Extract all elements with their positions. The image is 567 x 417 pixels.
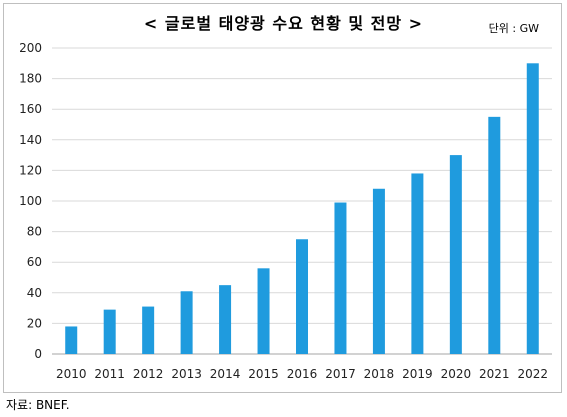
x-tick-label: 2013 — [171, 367, 202, 381]
bar — [103, 309, 116, 354]
bar — [334, 202, 347, 354]
bar — [219, 285, 232, 354]
x-tick-label: 2017 — [325, 367, 356, 381]
bar — [296, 239, 308, 354]
bar — [180, 291, 193, 354]
y-tick-label: 20 — [27, 316, 42, 330]
y-tick-label: 180 — [19, 72, 42, 86]
bar — [411, 173, 424, 354]
y-tick-label: 0 — [34, 347, 42, 361]
bar — [257, 268, 270, 354]
y-tick-label: 140 — [19, 133, 42, 147]
x-tick-label: 2021 — [479, 367, 510, 381]
chart-title: < 글로벌 태양광 수요 현황 및 전망 > — [143, 14, 424, 33]
x-tick-label: 2020 — [441, 367, 472, 381]
chart-border — [3, 3, 562, 393]
x-tick-label: 2016 — [287, 367, 318, 381]
x-tick-label: 2015 — [248, 367, 279, 381]
source-note: 자료: BNEF. — [6, 398, 70, 412]
unit-label: 단위 : GW — [488, 22, 539, 35]
y-tick-label: 100 — [19, 194, 42, 208]
x-tick-label: 2018 — [364, 367, 395, 381]
bar — [142, 306, 155, 354]
x-tick-label: 2019 — [402, 367, 433, 381]
bar — [526, 63, 539, 355]
y-tick-label: 80 — [27, 225, 42, 239]
x-tick-label: 2022 — [517, 367, 548, 381]
bar — [449, 155, 462, 354]
bar — [488, 116, 501, 354]
bar — [65, 326, 78, 354]
x-tick-label: 2012 — [133, 367, 164, 381]
bar — [372, 188, 385, 354]
x-tick-label: 2014 — [210, 367, 241, 381]
y-tick-label: 120 — [19, 163, 42, 177]
y-tick-label: 40 — [27, 286, 42, 300]
y-tick-label: 160 — [19, 102, 42, 116]
x-tick-label: 2010 — [56, 367, 87, 381]
y-tick-label: 200 — [19, 41, 42, 55]
y-tick-label: 60 — [27, 255, 42, 269]
x-tick-label: 2011 — [94, 367, 125, 381]
